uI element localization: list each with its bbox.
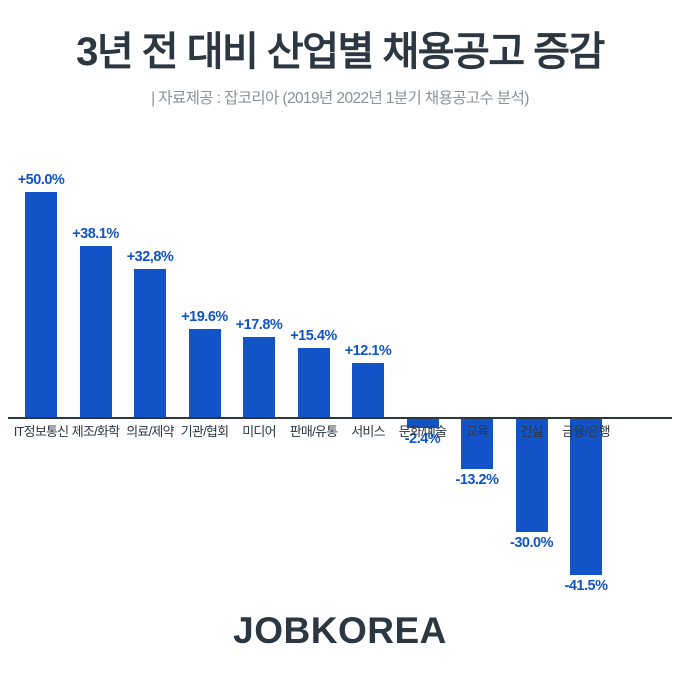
bar-value-label: +17.8% — [235, 316, 283, 333]
bar — [297, 347, 330, 417]
bar-group: -30.0% 건설 — [504, 140, 559, 610]
bar — [515, 419, 548, 532]
bar-value-label: -41.5% — [564, 578, 608, 595]
bar-group: +15.4% 판매/유통 — [286, 140, 341, 610]
chart-subtitle: | 자료제공 : 잡코리아 (2019년 2022년 1분기 채용공고수 분석) — [151, 89, 529, 107]
category-label: 제조/화학 — [71, 424, 120, 439]
x-axis-baseline — [8, 417, 672, 419]
bar-value-label: -30.0% — [510, 534, 553, 551]
bar-group: -13.2% 교육 — [450, 140, 505, 610]
bar-value-label: +38.1% — [72, 225, 119, 242]
bar — [570, 419, 602, 576]
bar-group: +50.0% IT정보통신 — [14, 140, 69, 610]
bar — [406, 419, 439, 429]
category-label: 교육 — [465, 424, 489, 439]
category-label: 미디어 — [242, 424, 276, 439]
bar-value-label: +12.1% — [344, 342, 392, 359]
infographic-header: 3년 전 대비 산업별 채용공고 증감 | 자료제공 : 잡코리아 (2019년… — [0, 0, 680, 108]
bar — [243, 336, 275, 417]
bar-value-label: -2.4% — [404, 431, 441, 448]
bar — [79, 245, 112, 417]
category-label: IT정보통신 — [13, 424, 69, 439]
page-title: 3년 전 대비 산업별 채용공고 증감 — [76, 30, 605, 74]
bar-group: +17.8% 미디어 — [232, 140, 287, 610]
footer: JOBKOREA — [0, 610, 680, 652]
bar-value-label: +19.6% — [181, 308, 228, 325]
bar-value-label: +50.0% — [17, 172, 65, 188]
category-label: 건설 — [520, 424, 543, 439]
bar-chart: +50.0% IT정보통신 +38.1% 제조/화학 +32,8% 의료/제약 +19.6%… — [0, 140, 680, 610]
bar-value-label: +15.4% — [290, 327, 337, 344]
bar-group: -2.4% 문화/예술 — [395, 140, 450, 610]
jobkorea-logo: JOBKOREA — [233, 610, 447, 651]
bar-group: +38.1% 제조/화학 — [68, 140, 123, 610]
category-label: 서비스 — [351, 424, 385, 439]
bar-value-label: -13.2% — [455, 471, 499, 488]
bar-group: +32,8% 의료/제약 — [123, 140, 178, 610]
category-label: 금융/은행 — [562, 424, 610, 439]
bar-group: +12.1% 서비스 — [341, 140, 396, 610]
category-label: 판매/유통 — [289, 424, 338, 439]
category-label: 문화/예술 — [398, 424, 447, 439]
bar-group: +19.6% 기관/협회 — [177, 140, 232, 610]
bar — [352, 362, 384, 417]
bar — [25, 192, 57, 417]
bar-group: -41.5% 금융/은행 — [559, 140, 614, 610]
bar — [188, 328, 221, 417]
category-label: 기관/협회 — [180, 424, 229, 439]
bar-value-label: +32,8% — [126, 249, 174, 266]
bar — [134, 269, 166, 417]
bar — [461, 419, 493, 469]
category-label: 의료/제약 — [126, 424, 174, 439]
